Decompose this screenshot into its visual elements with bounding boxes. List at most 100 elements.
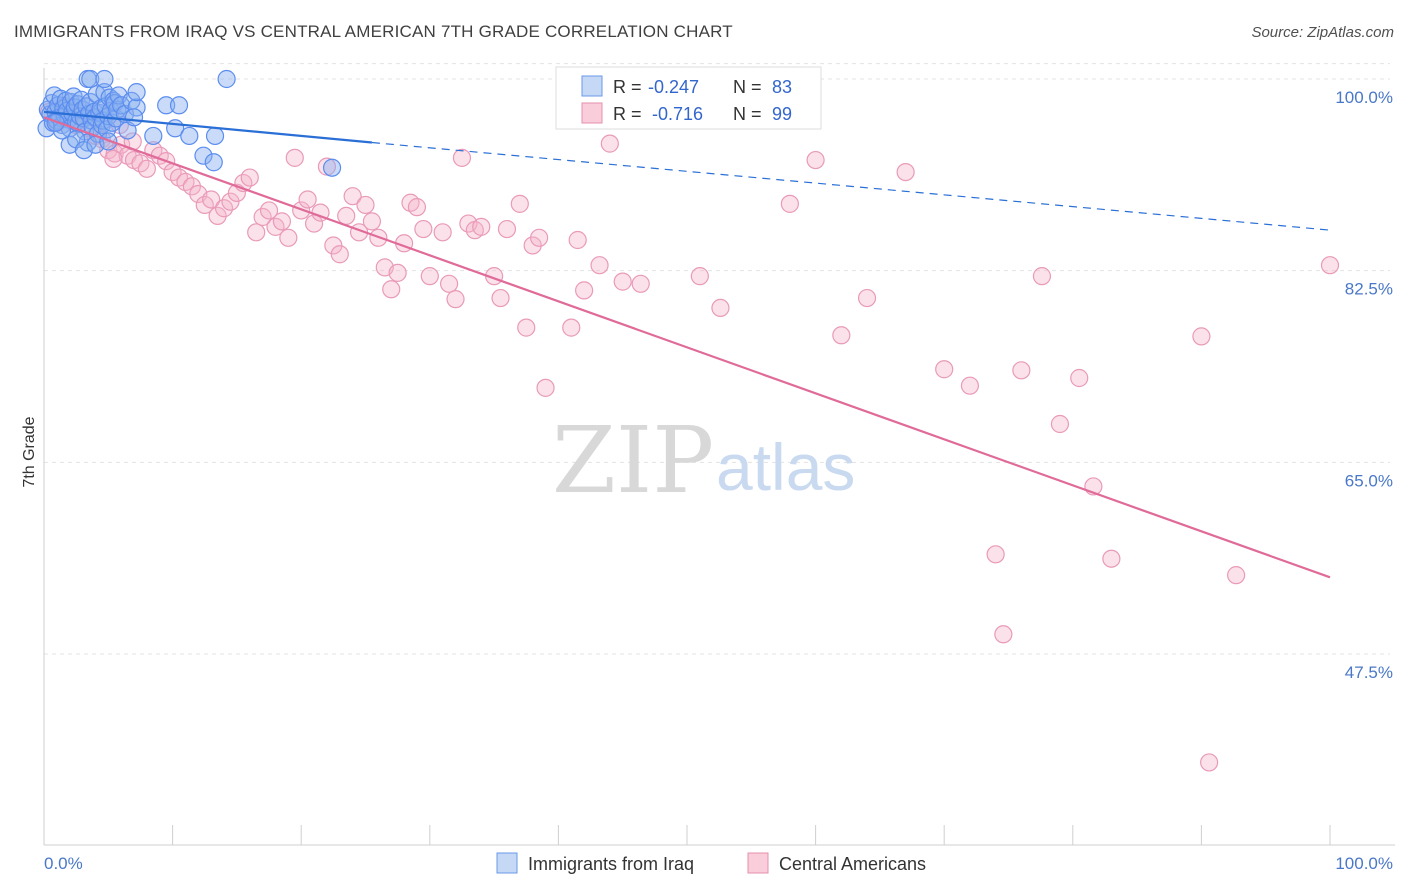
central-american-point-97 <box>1070 368 1089 388</box>
iraq-point-63 <box>127 83 146 102</box>
iraq-point-71 <box>124 108 144 127</box>
central-american-point-46 <box>337 206 356 226</box>
tick-labels: 100.0% 82.5% 65.0% 47.5% 0.0% 100.0% <box>44 88 1393 873</box>
central-american-point-74 <box>536 378 555 397</box>
iraq-point-78 <box>46 113 65 132</box>
central-american-point-15 <box>137 159 156 178</box>
legend-swatch-iraq <box>496 852 518 874</box>
legend-r-label-2: R = <box>613 104 642 124</box>
central-american-point-89 <box>896 162 915 182</box>
legend-r-label-1: R = <box>613 77 642 97</box>
iraq-point-79 <box>194 146 213 165</box>
central-american-point-100 <box>1192 327 1211 346</box>
iraq-point-61 <box>81 69 100 89</box>
central-american-point-77 <box>575 281 594 300</box>
central-american-point-49 <box>356 195 375 215</box>
central-american-point-103 <box>1200 753 1219 772</box>
iraq-point-67 <box>180 126 199 146</box>
legend-swatch-central-americans <box>747 852 769 874</box>
central-american-point-57 <box>407 198 427 217</box>
central-american-point-61 <box>439 274 459 293</box>
legend-label-central-americans: Central Americans <box>779 854 926 874</box>
legend-n-label-2: N = <box>733 104 762 124</box>
iraq-point-65 <box>157 96 176 115</box>
central-american-point-31 <box>240 168 259 187</box>
trend-lines <box>43 110 1331 579</box>
central-american-point-75 <box>568 230 587 250</box>
axes <box>43 68 1395 846</box>
central-american-point-87 <box>832 326 851 345</box>
legend-bottom: Immigrants from Iraq Central Americans <box>496 852 926 874</box>
iraq-point-66 <box>169 96 189 115</box>
legend-swatch-pink <box>581 102 603 124</box>
y-tick-label-1: 82.5% <box>1345 280 1393 299</box>
legend-r-value-2: -0.716 <box>652 104 703 124</box>
grid-lines <box>44 63 1390 655</box>
central-american-point-83 <box>711 298 730 318</box>
central-american-point-93 <box>994 625 1013 644</box>
central-american-point-54 <box>388 263 407 282</box>
watermark-zip: ZIP <box>552 407 714 514</box>
central-american-point-102 <box>1320 256 1340 275</box>
central-american-point-81 <box>631 274 650 293</box>
legend-n-label-1: N = <box>733 77 762 97</box>
central-american-trend-line <box>43 116 1331 579</box>
iraq-trend-line <box>43 110 373 144</box>
central-american-point-94 <box>1012 361 1031 380</box>
iraq-point-81 <box>322 158 342 177</box>
central-american-point-60 <box>433 223 452 242</box>
legend-n-value-2: 99 <box>772 104 792 124</box>
legend-label-iraq: Immigrants from Iraq <box>528 854 694 874</box>
central-american-point-68 <box>491 288 510 308</box>
central-american-point-91 <box>960 376 980 395</box>
watermark-atlas: atlas <box>716 430 855 504</box>
central-american-point-32 <box>247 223 266 242</box>
central-american-point-62 <box>446 290 465 309</box>
central-american-point-47 <box>343 187 362 206</box>
central-american-point-66 <box>472 217 491 236</box>
legend-n-value-1: 83 <box>772 77 792 97</box>
iraq-point-72 <box>144 126 163 146</box>
central-american-point-78 <box>590 256 609 275</box>
central-american-point-50 <box>362 212 382 231</box>
central-american-point-90 <box>935 360 954 379</box>
central-american-point-45 <box>330 245 349 264</box>
central-american-point-85 <box>780 194 799 213</box>
central-american-point-63 <box>452 148 472 167</box>
chart-title: IMMIGRANTS FROM IRAQ VS CENTRAL AMERICAN… <box>14 22 733 41</box>
legend-r-value-1: -0.247 <box>648 77 699 97</box>
iraq-point-68 <box>205 126 225 146</box>
iraq-point-75 <box>74 141 93 160</box>
central-american-point-96 <box>1050 414 1070 434</box>
x-tick-label-0: 0.0% <box>44 854 83 873</box>
central-american-point-73 <box>530 228 549 247</box>
central-american-point-38 <box>285 148 304 167</box>
y-tick-label-0: 100.0% <box>1335 88 1393 107</box>
central-american-point-82 <box>690 267 709 286</box>
central-american-point-69 <box>497 219 517 239</box>
central-american-point-76 <box>562 318 581 337</box>
central-american-point-25 <box>202 190 221 209</box>
central-american-point-99 <box>1102 549 1121 568</box>
central-american-point-36 <box>272 212 292 231</box>
central-american-point-59 <box>420 267 439 286</box>
central-american-point-37 <box>279 228 298 247</box>
legend-swatch-blue <box>581 75 603 97</box>
central-american-point-92 <box>986 545 1005 564</box>
iraq-point-56 <box>112 96 131 115</box>
data-points <box>37 69 1340 772</box>
central-american-point-79 <box>600 134 619 153</box>
y-tick-label-3: 47.5% <box>1345 663 1393 682</box>
central-american-point-88 <box>857 288 877 308</box>
iraq-trend-extension <box>371 141 1331 231</box>
legend-top: R = -0.247 N = 83 R = -0.716 N = 99 <box>555 66 822 130</box>
chart-source: Source: ZipAtlas.com <box>1251 24 1394 41</box>
central-american-point-33 <box>253 207 272 227</box>
central-american-point-58 <box>414 219 433 239</box>
central-american-point-104 <box>104 149 123 169</box>
central-american-point-40 <box>298 190 317 209</box>
central-american-point-27 <box>214 199 234 218</box>
y-tick-label-2: 65.0% <box>1345 471 1393 490</box>
central-american-point-86 <box>806 150 825 170</box>
